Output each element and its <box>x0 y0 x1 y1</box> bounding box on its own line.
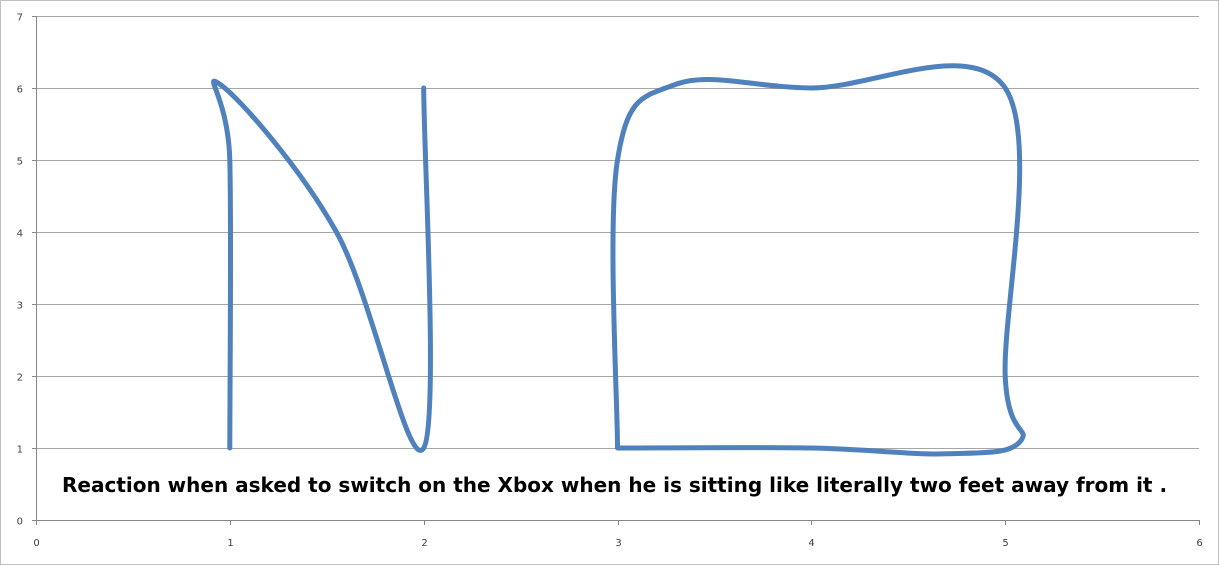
y-tick-label-3: 3 <box>17 301 23 312</box>
tick-labels: 0 1 2 3 4 5 6 7 0 1 2 3 4 5 6 <box>17 13 1203 550</box>
x-tick-label-2: 2 <box>421 538 427 549</box>
chart-annotation: Reaction when asked to switch on the Xbo… <box>62 473 1168 497</box>
y-tick-label-7: 7 <box>17 13 23 24</box>
x-tick-label-4: 4 <box>808 538 814 549</box>
y-tick-label-0: 0 <box>17 517 23 528</box>
x-tick-label-6: 6 <box>1196 538 1202 549</box>
y-tick-label-2: 2 <box>17 373 23 384</box>
y-tick-label-1: 1 <box>17 445 23 456</box>
x-tick-label-0: 0 <box>33 538 39 549</box>
y-tick-label-5: 5 <box>17 157 23 168</box>
series-group <box>211 63 1026 457</box>
axes <box>32 16 1200 525</box>
series-line-2 <box>610 63 1026 457</box>
x-tick-label-5: 5 <box>1002 538 1008 549</box>
series-line-1 <box>211 78 433 453</box>
y-tick-label-4: 4 <box>17 229 23 240</box>
x-tick-label-3: 3 <box>615 538 621 549</box>
x-tick-label-1: 1 <box>227 538 233 549</box>
y-tick-label-6: 6 <box>17 85 23 96</box>
